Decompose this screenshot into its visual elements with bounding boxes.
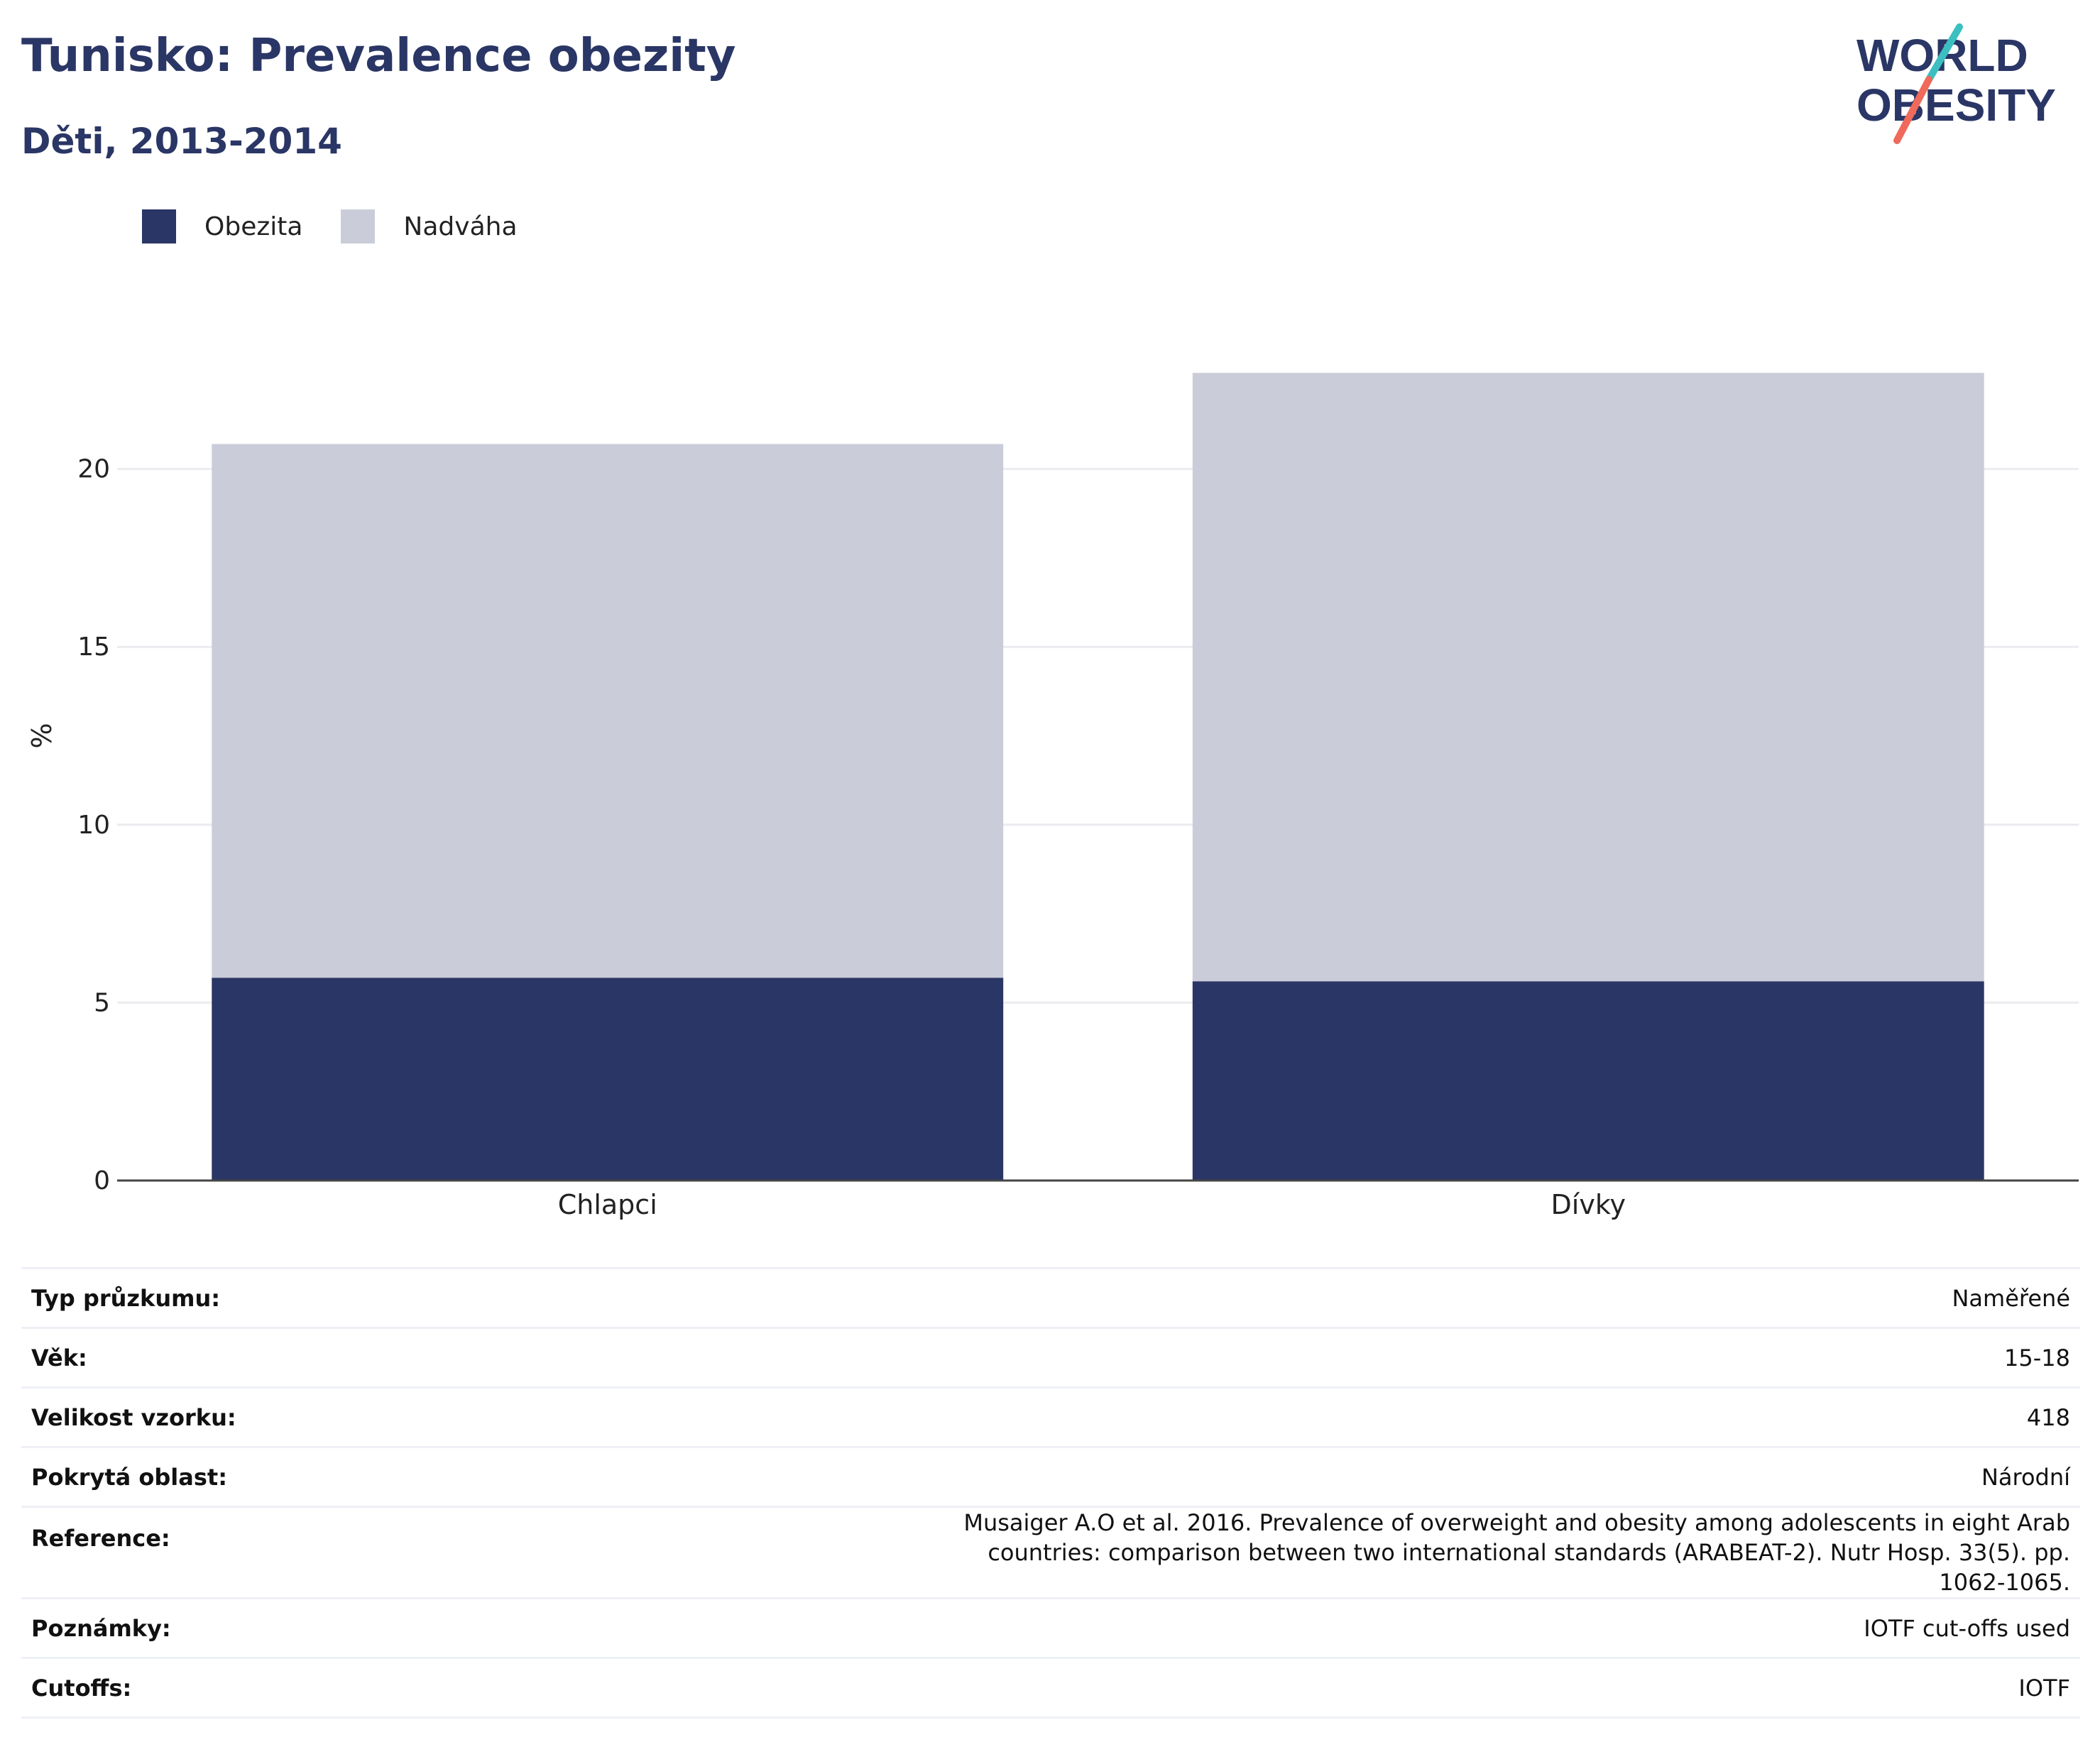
info-label: Cutoffs: (21, 1657, 396, 1719)
legend-swatch-obesity (142, 209, 176, 243)
x-tick-label: Chlapci (558, 1189, 657, 1220)
y-tick-label: 10 (77, 811, 110, 840)
info-row-survey-type: Typ průzkumu: Naměřené (21, 1267, 2080, 1328)
info-value: Národní (396, 1446, 2080, 1507)
legend-label-overweight: Nadváha (403, 212, 518, 241)
info-label: Věk: (21, 1327, 396, 1388)
info-row-reference: Reference: Musaiger A.O et al. 2016. Pre… (21, 1506, 2080, 1599)
logo-slash-teal (1925, 23, 1963, 83)
info-row-notes: Poznámky: IOTF cut-offs used (21, 1597, 2080, 1658)
y-tick-label: 20 (77, 455, 110, 484)
bar-chart: 0 5 10 15 20% Chlapci Dívky (26, 373, 2079, 1220)
info-row-age: Věk: 15-18 (21, 1327, 2080, 1388)
bar-overweight-girls (1192, 373, 1984, 982)
info-label: Poznámky: (21, 1597, 396, 1658)
info-value: 418 (396, 1386, 2080, 1447)
bar-obesity-boys (212, 977, 1004, 1181)
y-axis-label: % (26, 723, 58, 748)
info-value: Naměřené (396, 1267, 2080, 1328)
chart-title: Tunisko: Prevalence obezity (21, 30, 736, 82)
logo-slash-coral (1893, 76, 1932, 144)
info-label: Reference: (21, 1506, 396, 1599)
info-row-area-covered: Pokrytá oblast: Národní (21, 1446, 2080, 1507)
info-row-sample-size: Velikost vzorku: 418 (21, 1386, 2080, 1447)
info-value: IOTF (396, 1657, 2080, 1719)
survey-info-table: Typ průzkumu: Naměřené Věk: 15-18 Veliko… (21, 1267, 2080, 1719)
legend-item-overweight[interactable]: Nadváha (341, 209, 518, 243)
legend-label-obesity: Obezita (204, 212, 303, 241)
chart-subtitle: Děti, 2013-2014 (21, 121, 342, 162)
logo-line-2: OBESITY (1856, 80, 2056, 131)
info-value: 15-18 (396, 1327, 2080, 1388)
info-row-cutoffs: Cutoffs: IOTF (21, 1657, 2080, 1719)
bar-obesity-girls (1192, 981, 1984, 1181)
x-tick-label: Dívky (1551, 1189, 1626, 1220)
world-obesity-logo: WORLD OBESITY (1856, 23, 2056, 144)
legend-item-obesity[interactable]: Obezita (142, 209, 302, 243)
info-value: IOTF cut-offs used (396, 1597, 2080, 1658)
y-tick-label: 15 (77, 632, 110, 662)
info-label: Pokrytá oblast: (21, 1446, 396, 1507)
info-label: Typ průzkumu: (21, 1267, 396, 1328)
chart-legend: Obezita Nadváha (142, 209, 556, 243)
legend-swatch-overweight (341, 209, 376, 243)
bar-overweight-boys (212, 444, 1004, 978)
y-tick-label: 0 (94, 1166, 110, 1195)
info-value: Musaiger A.O et al. 2016. Prevalence of … (396, 1506, 2080, 1599)
y-tick-label: 5 (94, 988, 110, 1017)
info-label: Velikost vzorku: (21, 1386, 396, 1447)
